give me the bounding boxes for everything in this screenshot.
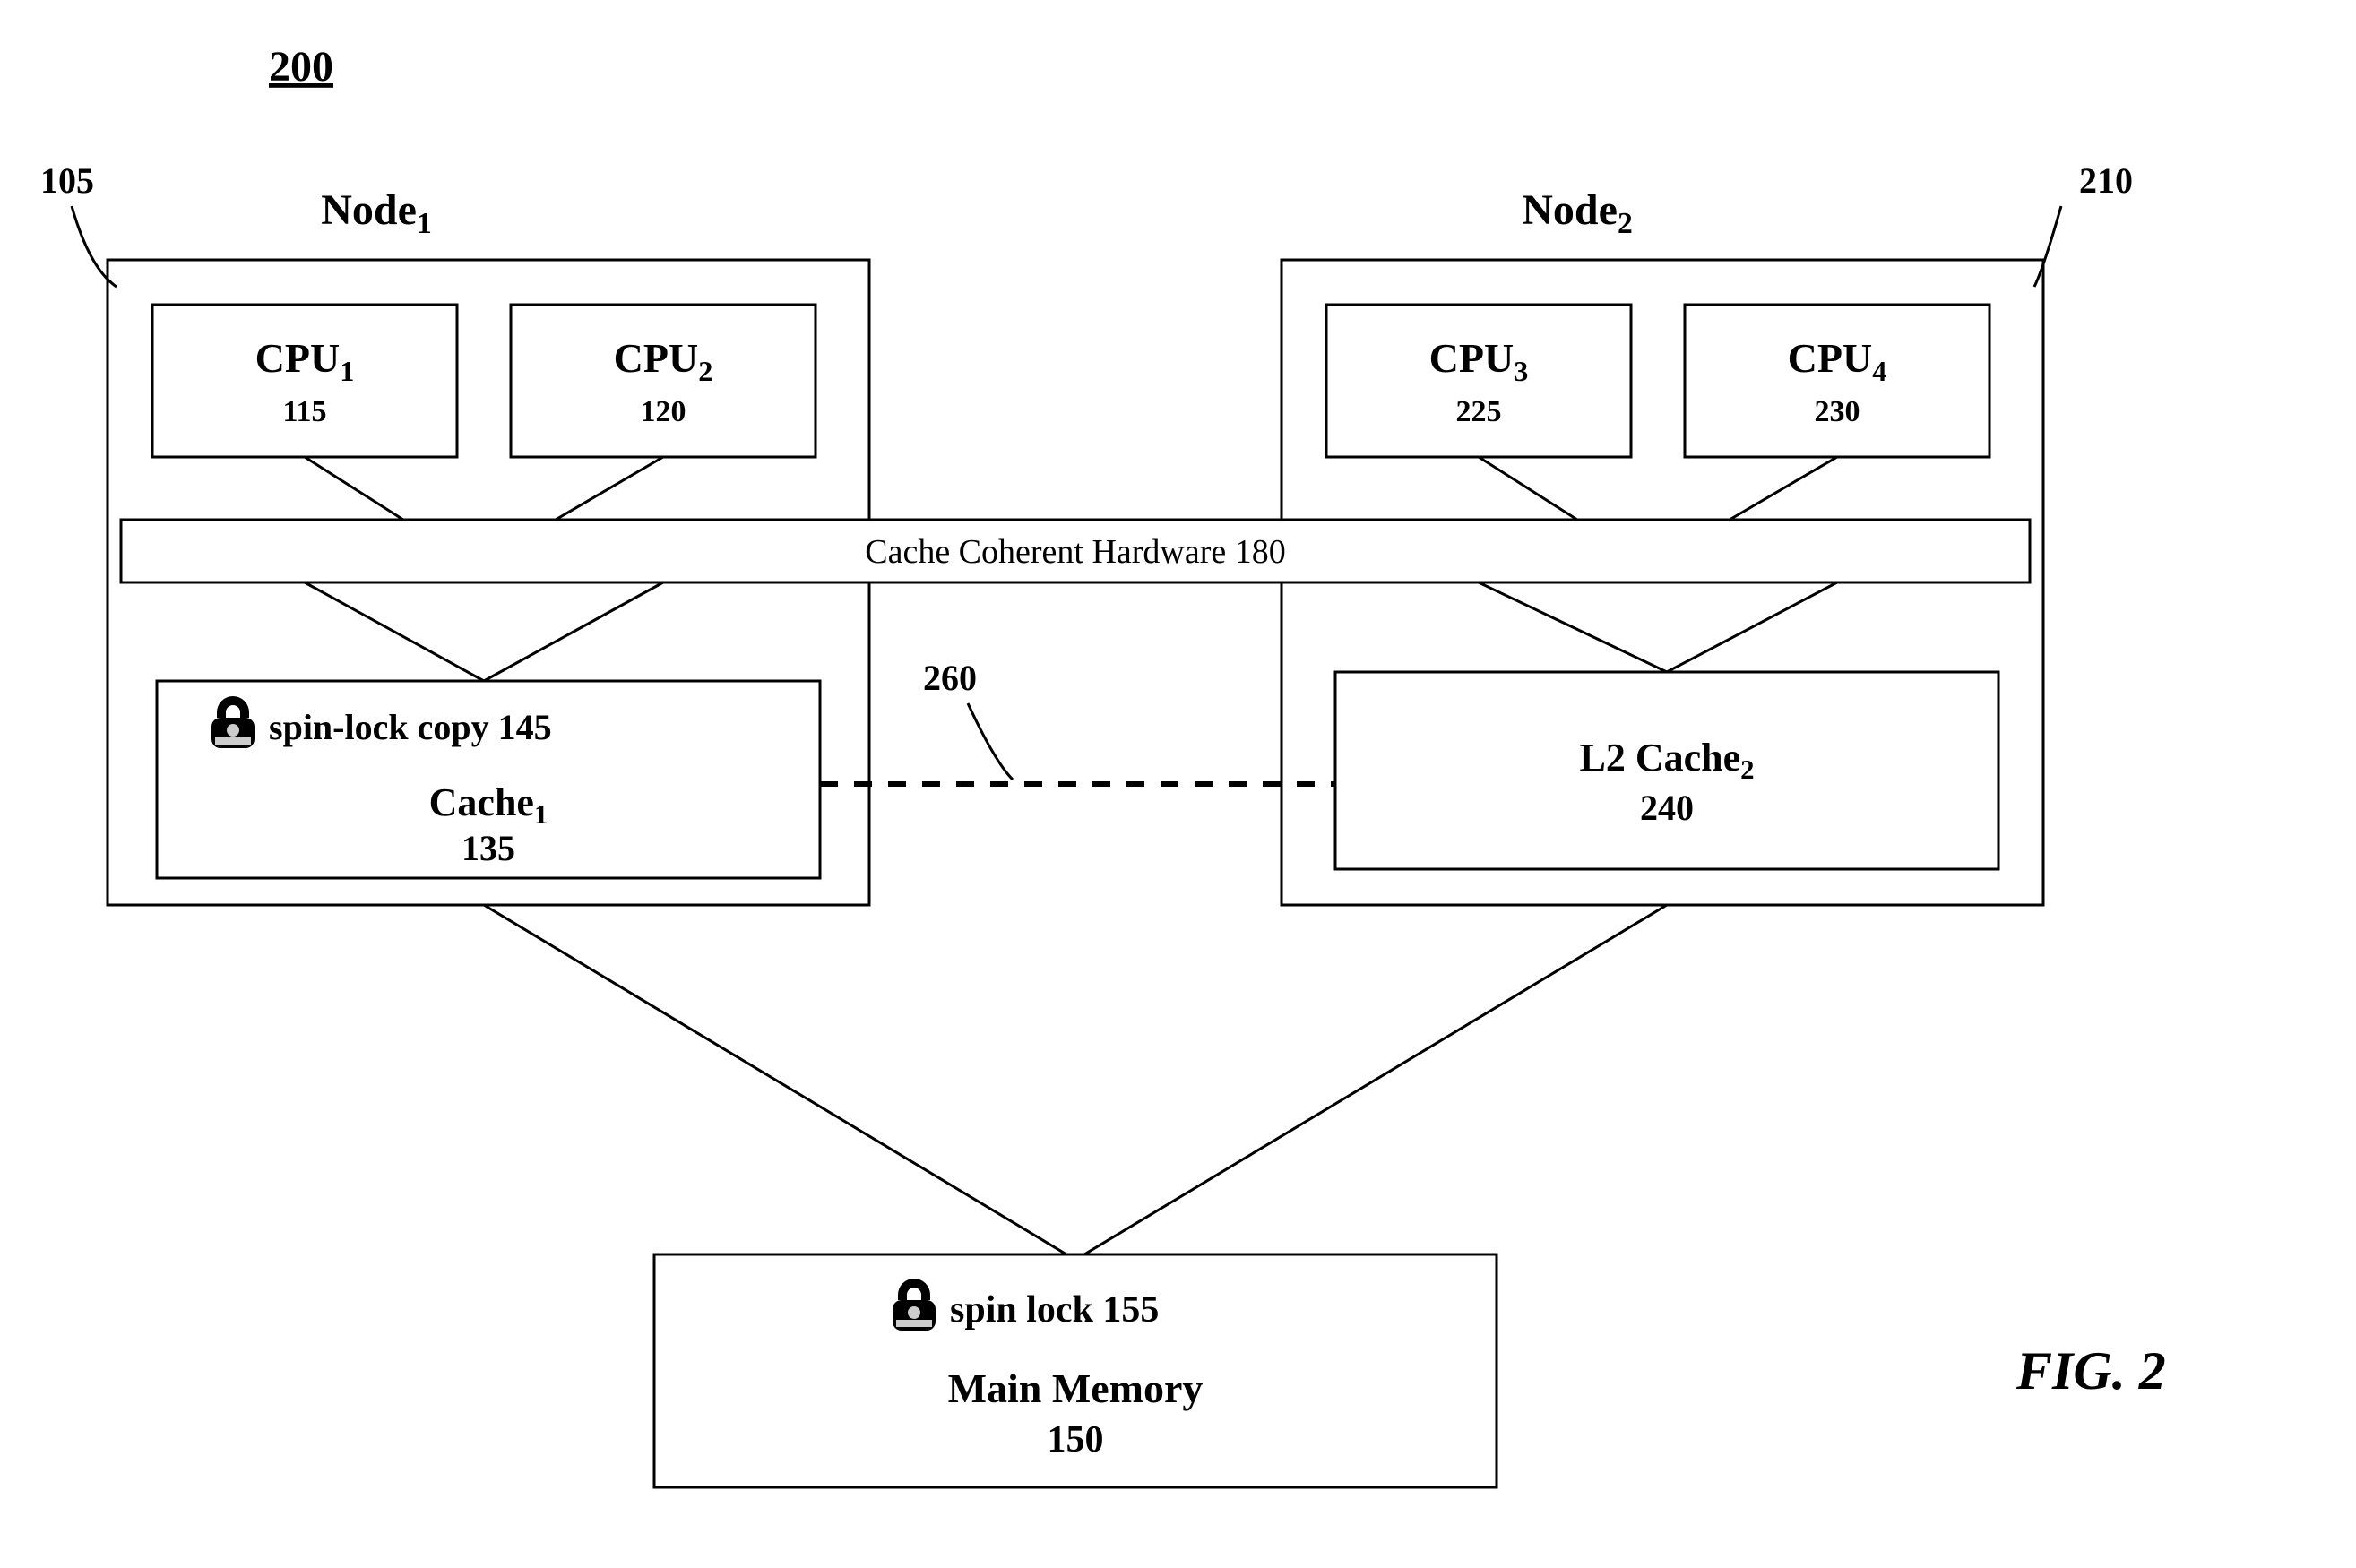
memory-spin-label: spin lock 155 [950, 1289, 1159, 1331]
dashed-lead [968, 703, 1013, 780]
node2-lead [2034, 206, 2061, 287]
cache2-title: L2 Cache2 [1579, 736, 1754, 785]
node1-title: Node1 [321, 186, 431, 240]
cpu4-num: 230 [1815, 395, 1860, 428]
cpu4-label: CPU4 [1788, 335, 1887, 387]
dashed-ref: 260 [923, 658, 977, 698]
node2-title: Node2 [1522, 186, 1632, 240]
coherent-label: Cache Coherent Hardware 180 [865, 533, 1286, 571]
cpu1-label: CPU1 [255, 335, 355, 387]
cpu2-box [511, 305, 816, 457]
figure-id: 200 [269, 43, 333, 90]
cpu1-box [152, 305, 457, 457]
node-mem-link-1 [1084, 905, 1667, 1254]
cpu3-label: CPU3 [1429, 335, 1529, 387]
cache1-num: 135 [462, 828, 515, 868]
memory-num: 150 [1048, 1419, 1104, 1460]
cpu3-box [1326, 305, 1631, 457]
node2-ref: 210 [2079, 160, 2133, 201]
node-mem-link-0 [484, 905, 1066, 1254]
cache2-num: 240 [1640, 788, 1694, 828]
cpu4-box [1685, 305, 1989, 457]
cpu1-num: 115 [282, 395, 326, 428]
cache1-title: Cache1 [429, 780, 548, 830]
cpu2-num: 120 [641, 395, 686, 428]
figure-caption: FIG. 2 [2015, 1341, 2166, 1400]
cpu3-num: 225 [1456, 395, 1502, 428]
cpu2-label: CPU2 [614, 335, 713, 387]
memory-title: Main Memory [948, 1366, 1204, 1411]
cache1-spin-label: spin-lock copy 145 [269, 707, 552, 747]
node1-ref: 105 [40, 160, 94, 201]
